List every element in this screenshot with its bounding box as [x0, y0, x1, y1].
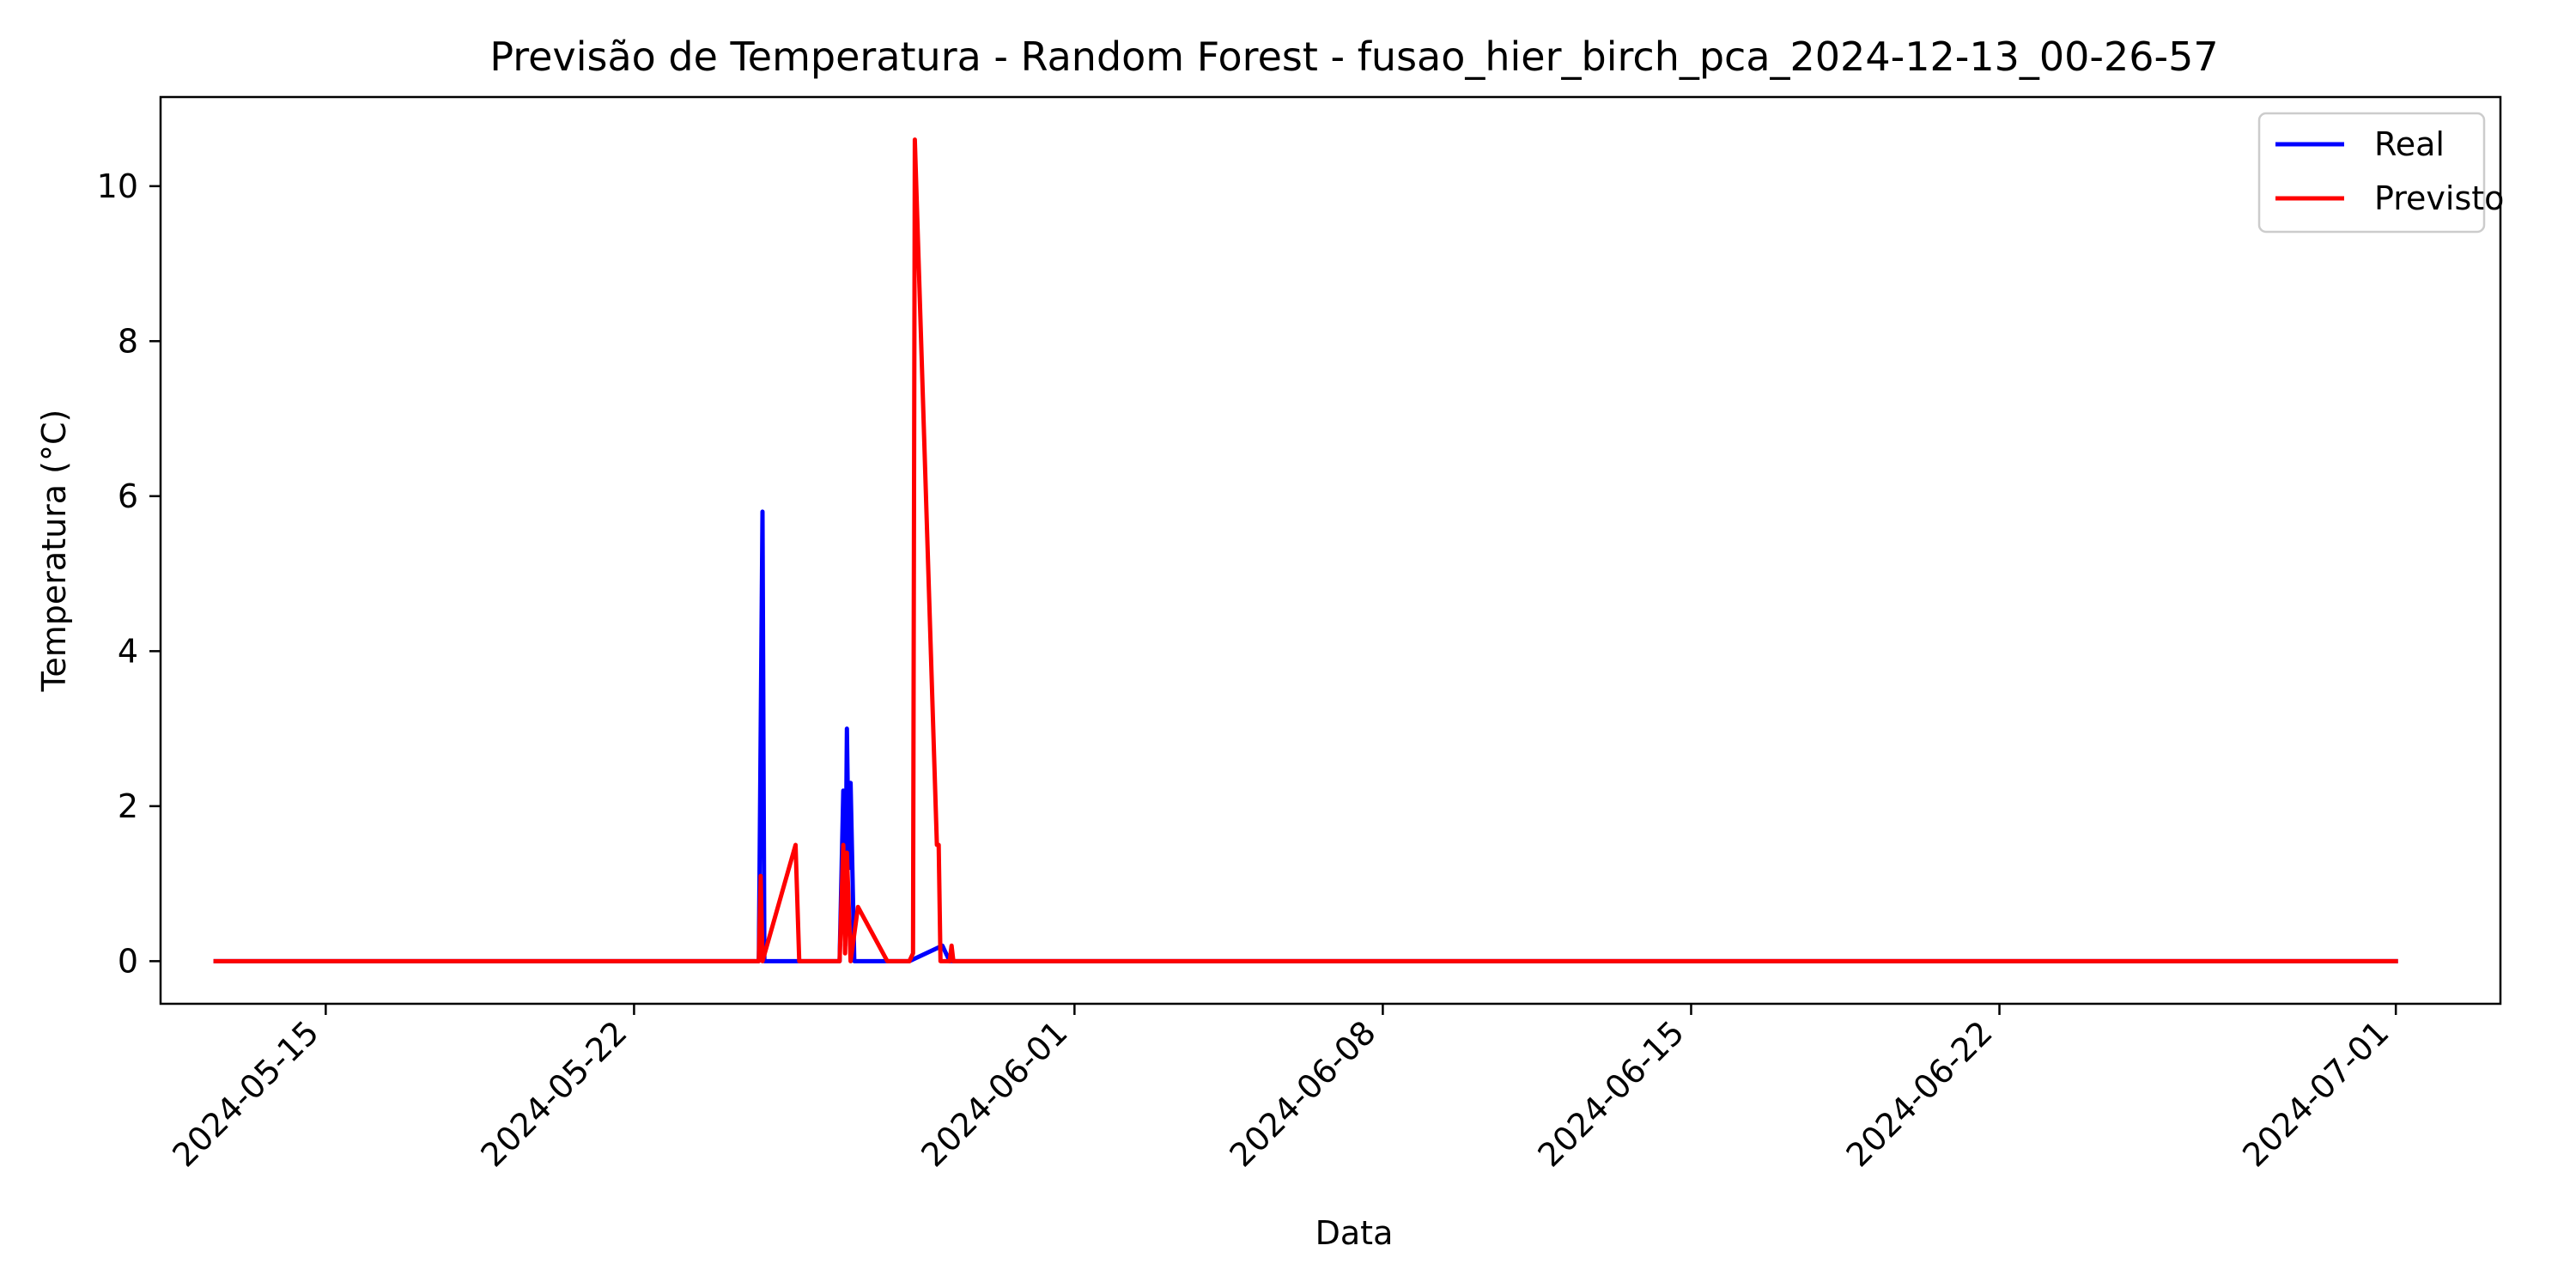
x-tick-label: 2024-05-22: [474, 1013, 635, 1174]
x-axis-label: Data: [1315, 1214, 1394, 1252]
series-layer: [213, 137, 2398, 963]
y-tick-label: 0: [118, 942, 138, 980]
series-line-previsto: [213, 137, 2398, 963]
x-axis: 2024-05-15 2024-05-22 2024-06-01 2024-06-08…: [165, 1004, 2397, 1175]
x-tick-label: 2024-06-22: [1839, 1013, 2000, 1174]
y-tick-label: 8: [118, 322, 138, 360]
plot-area: [159, 95, 2502, 1005]
y-axis: 0 2 4 6 8 10: [97, 167, 161, 980]
chart-title: Previsão de Temperatura - Random Forest …: [489, 33, 2218, 80]
x-tick-label: 2024-07-01: [2235, 1013, 2396, 1174]
x-tick-label: 2024-06-08: [1223, 1013, 1383, 1174]
legend: Real Previsto: [2257, 112, 2504, 234]
y-tick-label: 4: [118, 632, 138, 670]
y-tick-label: 10: [97, 167, 138, 205]
series-line-real: [213, 509, 2398, 963]
x-tick-label: 2024-06-01: [914, 1013, 1074, 1174]
y-axis-label: Temperatura (°C): [35, 410, 73, 693]
x-tick-label: 2024-06-15: [1531, 1013, 1692, 1174]
plot-frame: [159, 95, 2502, 1005]
y-tick-label: 6: [118, 477, 138, 515]
legend-label-previsto: Previsto: [2374, 179, 2504, 217]
legend-label-real: Real: [2374, 125, 2445, 163]
y-tick-label: 2: [118, 787, 138, 825]
x-tick-label: 2024-05-15: [165, 1013, 325, 1174]
